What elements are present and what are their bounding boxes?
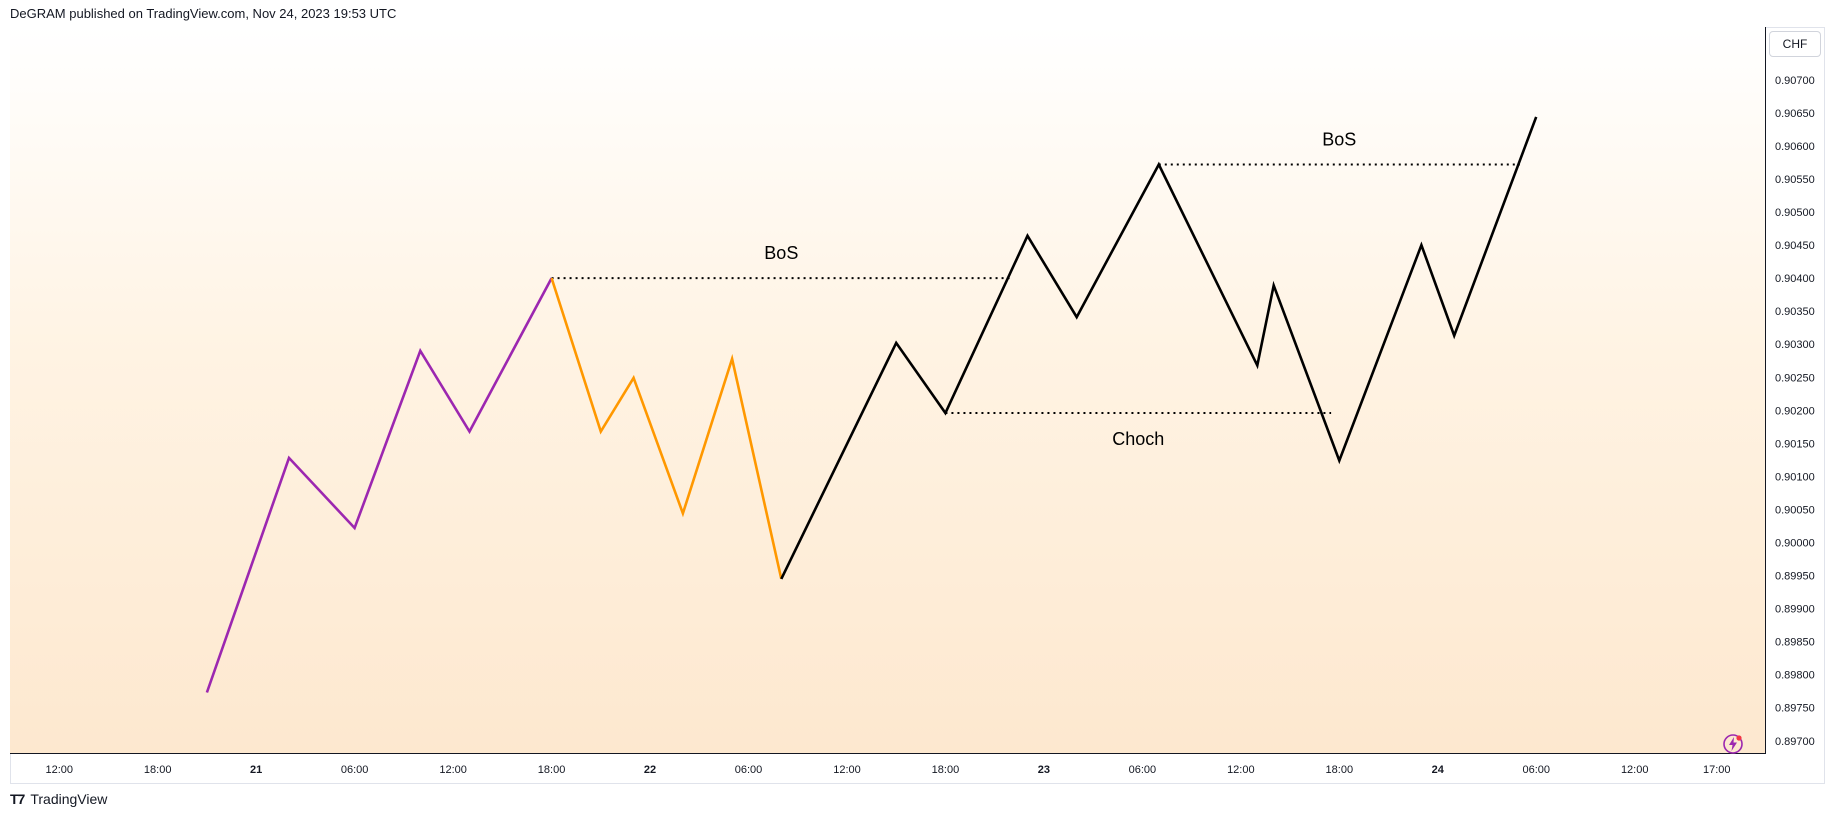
level-label-2: BoS (1322, 129, 1356, 149)
price-tick-label: 0.89800 (1775, 670, 1815, 682)
tradingview-logo-icon[interactable]: T7 (10, 791, 25, 807)
time-tick-label: 18:00 (932, 764, 960, 776)
price-tick-label: 0.90100 (1775, 471, 1815, 483)
time-tick-label: 17:00 (1703, 764, 1731, 776)
price-tick-label: 0.89750 (1775, 703, 1815, 715)
plot-area[interactable]: BoS Choch BoS (10, 27, 1766, 754)
price-tick-label: 0.90050 (1775, 504, 1815, 516)
time-tick-label: 06:00 (1522, 764, 1550, 776)
price-tick-label: 0.90400 (1775, 273, 1815, 285)
time-tick-label: 18:00 (538, 764, 566, 776)
series-line-1 (550, 277, 783, 580)
price-tick-label: 0.90250 (1775, 372, 1815, 384)
price-tick-label: 0.90600 (1775, 141, 1815, 153)
price-tick-label: 0.90450 (1775, 240, 1815, 252)
time-tick-label: 23 (1038, 764, 1050, 776)
time-tick-label: 22 (644, 764, 656, 776)
time-tick-label: 06:00 (735, 764, 763, 776)
price-tick-label: 0.90700 (1775, 75, 1815, 87)
level-label-0: BoS (764, 243, 798, 263)
price-scale[interactable]: 0.907500.907000.906500.906000.905500.905… (1767, 27, 1825, 754)
footer: T7 TradingView (10, 791, 107, 807)
time-tick-label: 12:00 (833, 764, 861, 776)
time-tick-label: 06:00 (341, 764, 369, 776)
price-tick-label: 0.90500 (1775, 207, 1815, 219)
price-tick-label: 0.90300 (1775, 339, 1815, 351)
time-tick-label: 24 (1432, 764, 1445, 776)
level-label-1: Choch (1112, 429, 1164, 449)
price-tick-label: 0.90650 (1775, 108, 1815, 120)
lightning-icon[interactable] (1722, 733, 1744, 755)
price-tick-label: 0.90200 (1775, 405, 1815, 417)
time-scale[interactable]: 12:00 18:00 21 06:00 12:00 18:00 22 06:00 12:00 1… (10, 755, 1766, 783)
time-tick-label: 18:00 (144, 764, 172, 776)
time-tick-label: 18:00 (1326, 764, 1354, 776)
price-tick-label: 0.90550 (1775, 174, 1815, 186)
time-tick-label: 06:00 (1129, 764, 1157, 776)
time-tick-label: 12:00 (1227, 764, 1255, 776)
price-tick-label: 0.89850 (1775, 637, 1815, 649)
price-chart: BoS Choch BoS (205, 116, 1538, 693)
price-tick-label: 0.90150 (1775, 438, 1815, 450)
series-line-2 (780, 116, 1538, 580)
brand-name[interactable]: TradingView (30, 791, 108, 807)
time-tick-label: 12:00 (439, 764, 467, 776)
price-axis-labels: 0.907500.907000.906500.906000.905500.905… (1775, 42, 1815, 748)
price-tick-label: 0.90000 (1775, 538, 1815, 550)
time-tick-label: 12:00 (45, 764, 73, 776)
time-tick-label: 21 (250, 764, 262, 776)
price-tick-label: 0.89700 (1775, 736, 1815, 748)
publish-info: DeGRAM published on TradingView.com, Nov… (10, 6, 397, 21)
price-tick-label: 0.89900 (1775, 604, 1815, 616)
price-tick-label: 0.90350 (1775, 306, 1815, 318)
series-line-0 (205, 277, 553, 693)
price-tick-label: 0.89950 (1775, 571, 1815, 583)
time-tick-label: 12:00 (1621, 764, 1649, 776)
currency-badge[interactable]: CHF (1769, 31, 1821, 57)
time-axis-labels: 12:00 18:00 21 06:00 12:00 18:00 22 06:00 12:00 1… (45, 764, 1731, 776)
